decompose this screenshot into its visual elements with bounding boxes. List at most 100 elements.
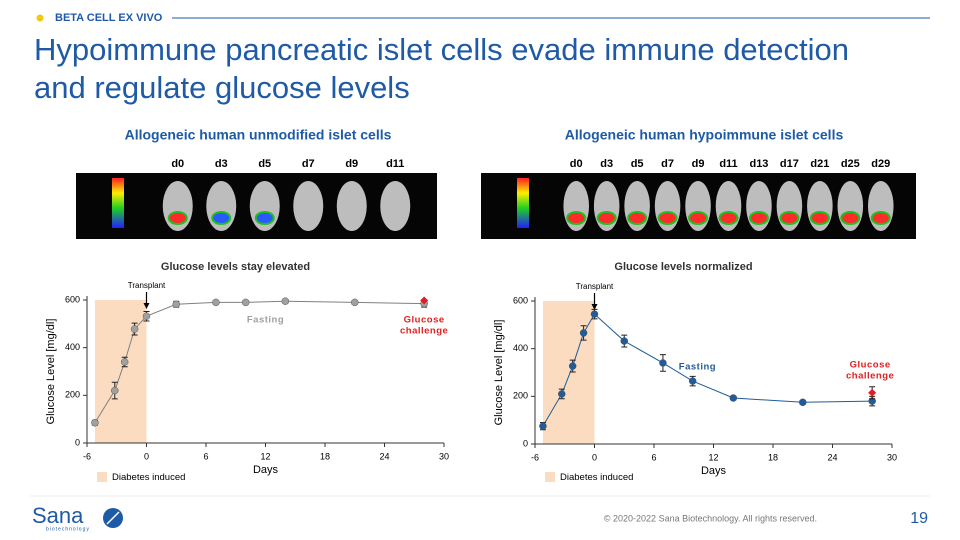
fasting-label: Fasting [679, 362, 716, 373]
day-label: d5 [258, 158, 271, 170]
y-tick-label: 600 [513, 295, 528, 305]
data-point [729, 394, 738, 402]
mouse [293, 181, 324, 231]
signal [870, 211, 891, 225]
day-label: d0 [570, 158, 583, 170]
challenge-label: challenge [846, 371, 894, 382]
day-label: d17 [780, 158, 799, 170]
data-point [799, 398, 807, 407]
data-point [539, 422, 547, 430]
y-tick-label: 0 [75, 437, 80, 447]
x-tick-label: 12 [260, 451, 270, 461]
signal [627, 211, 648, 225]
logo-sub: biotechnology [46, 526, 90, 532]
day-label: d7 [302, 158, 315, 170]
data-point [142, 312, 151, 320]
data-point [91, 418, 99, 427]
day-label: d3 [600, 158, 613, 170]
day-label: d3 [215, 158, 228, 170]
data-point [688, 377, 697, 385]
signal [657, 211, 678, 225]
transplant-arrowhead [143, 303, 150, 309]
mouse [380, 181, 411, 231]
mouse [336, 181, 367, 231]
day-label: d13 [749, 158, 768, 170]
signal [748, 211, 769, 225]
data-point [241, 298, 250, 307]
data-point [130, 325, 139, 333]
shaded-region [95, 300, 147, 443]
panel-heading: Allogeneic human hypoimmune islet cells [565, 127, 844, 143]
x-tick-label: 0 [144, 451, 149, 461]
challenge-point [868, 388, 877, 397]
y-tick-label: 400 [513, 343, 528, 353]
bullet [36, 14, 44, 22]
copyright: © 2020-2022 Sana Biotechnology. All righ… [604, 513, 817, 523]
day-label: d9 [345, 158, 358, 170]
x-tick-label: 18 [320, 451, 330, 461]
legend-swatch [97, 472, 107, 482]
color-scale [112, 178, 124, 228]
signal [167, 211, 188, 225]
x-tick-label: 0 [592, 452, 597, 462]
x-axis-label: Days [701, 465, 727, 477]
data-point [281, 297, 290, 305]
data-point [579, 329, 588, 337]
transplant-label: Transplant [128, 281, 166, 290]
signal [718, 211, 739, 225]
signal [211, 211, 232, 225]
x-tick-label: 30 [439, 451, 449, 461]
data-point [659, 359, 667, 367]
day-label: d11 [719, 158, 737, 170]
day-label: d0 [171, 158, 184, 170]
signal [596, 211, 617, 225]
data-point [620, 337, 628, 345]
day-label: d5 [631, 158, 644, 170]
x-tick-label: 18 [768, 452, 778, 462]
challenge-label: Glucose [404, 315, 445, 326]
signal [688, 211, 709, 225]
page-number: 19 [910, 510, 928, 527]
chart-title: Glucose levels stay elevated [161, 261, 310, 273]
legend-label: Diabetes induced [560, 472, 633, 483]
day-label: d11 [386, 158, 404, 170]
y-tick-label: 0 [523, 438, 528, 448]
fasting-label: Fasting [247, 315, 284, 326]
signal [840, 211, 861, 225]
data-point [568, 362, 577, 370]
y-tick-label: 400 [65, 342, 80, 352]
x-tick-label: 24 [379, 451, 389, 461]
data-point [120, 358, 129, 366]
signal [779, 211, 800, 225]
data-point [212, 298, 220, 307]
signal [809, 211, 830, 225]
y-axis-label: Glucose Level [mg/dl] [45, 319, 57, 425]
y-tick-label: 200 [65, 390, 80, 400]
data-point [351, 298, 359, 307]
panel-heading: Allogeneic human unmodified islet cells [125, 127, 392, 143]
day-label: d7 [661, 158, 674, 170]
data-point [590, 310, 599, 318]
day-label: d21 [810, 158, 829, 170]
x-tick-label: 12 [708, 452, 718, 462]
x-tick-label: 30 [887, 452, 897, 462]
signal [254, 211, 275, 225]
challenge-label: challenge [400, 326, 448, 337]
signal [566, 211, 587, 225]
data-point [111, 386, 119, 395]
x-tick-label: -6 [83, 451, 91, 461]
x-tick-label: 24 [827, 452, 837, 462]
challenge-label: Glucose [850, 360, 891, 371]
data-point [172, 300, 180, 309]
x-axis-label: Days [253, 464, 279, 476]
day-label: d9 [692, 158, 705, 170]
transplant-label: Transplant [576, 282, 614, 291]
x-tick-label: -6 [531, 452, 539, 462]
logo: Sana [32, 503, 84, 528]
x-tick-label: 6 [651, 452, 656, 462]
day-label: d25 [841, 158, 860, 170]
challenge-point [420, 296, 429, 305]
day-label: d29 [871, 158, 890, 170]
